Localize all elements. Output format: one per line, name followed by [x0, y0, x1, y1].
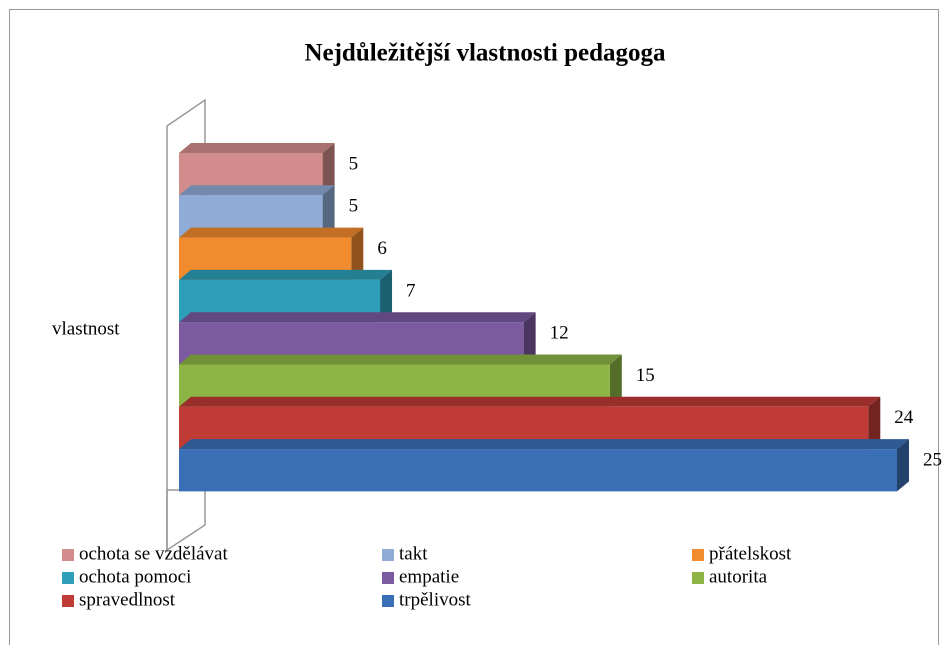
bar-top	[179, 354, 622, 365]
data-label: 6	[377, 238, 387, 259]
legend-swatch	[692, 549, 704, 561]
data-label: 15	[636, 365, 655, 386]
legend-swatch	[62, 595, 74, 607]
bar-top	[179, 143, 335, 153]
data-label: 5	[349, 153, 359, 174]
bar-side	[609, 354, 622, 407]
bar-top	[179, 439, 909, 450]
legend-label: takt	[399, 543, 428, 564]
legend-label: přátelskost	[709, 543, 792, 564]
bar-side	[322, 185, 335, 238]
legend-label: trpělivost	[399, 589, 471, 610]
legend-label: ochota pomoci	[79, 566, 191, 587]
bar-side	[380, 269, 393, 323]
bar-side	[322, 143, 335, 196]
bar-top	[179, 185, 335, 196]
data-label: 5	[349, 196, 359, 217]
legend-label: empatie	[399, 566, 459, 587]
bar-side	[897, 439, 909, 492]
data-label: 24	[894, 407, 914, 428]
legend-label: autorita	[709, 566, 768, 587]
bar-top	[179, 396, 881, 407]
bar-top	[179, 227, 364, 238]
data-label: 12	[550, 323, 569, 344]
legend-swatch	[382, 572, 394, 584]
bar-side	[523, 312, 536, 365]
legend-swatch	[692, 572, 704, 584]
legend-swatch	[62, 549, 74, 561]
legend-label: spravedlnost	[79, 589, 176, 610]
legend-swatch	[382, 595, 394, 607]
bar	[179, 449, 897, 492]
chart-title: Nejdůležitější vlastnosti pedagoga	[304, 40, 666, 67]
bar-side	[868, 396, 881, 450]
data-label: 7	[406, 280, 416, 301]
legend-swatch	[62, 572, 74, 584]
legend-swatch	[382, 549, 394, 561]
bar-top	[179, 269, 393, 280]
category-label: vlastnost	[52, 318, 120, 339]
bar-top	[179, 312, 536, 323]
data-label: 25	[923, 449, 942, 470]
bar-side	[351, 227, 364, 280]
legend-label: ochota se vzdělávat	[79, 543, 228, 564]
